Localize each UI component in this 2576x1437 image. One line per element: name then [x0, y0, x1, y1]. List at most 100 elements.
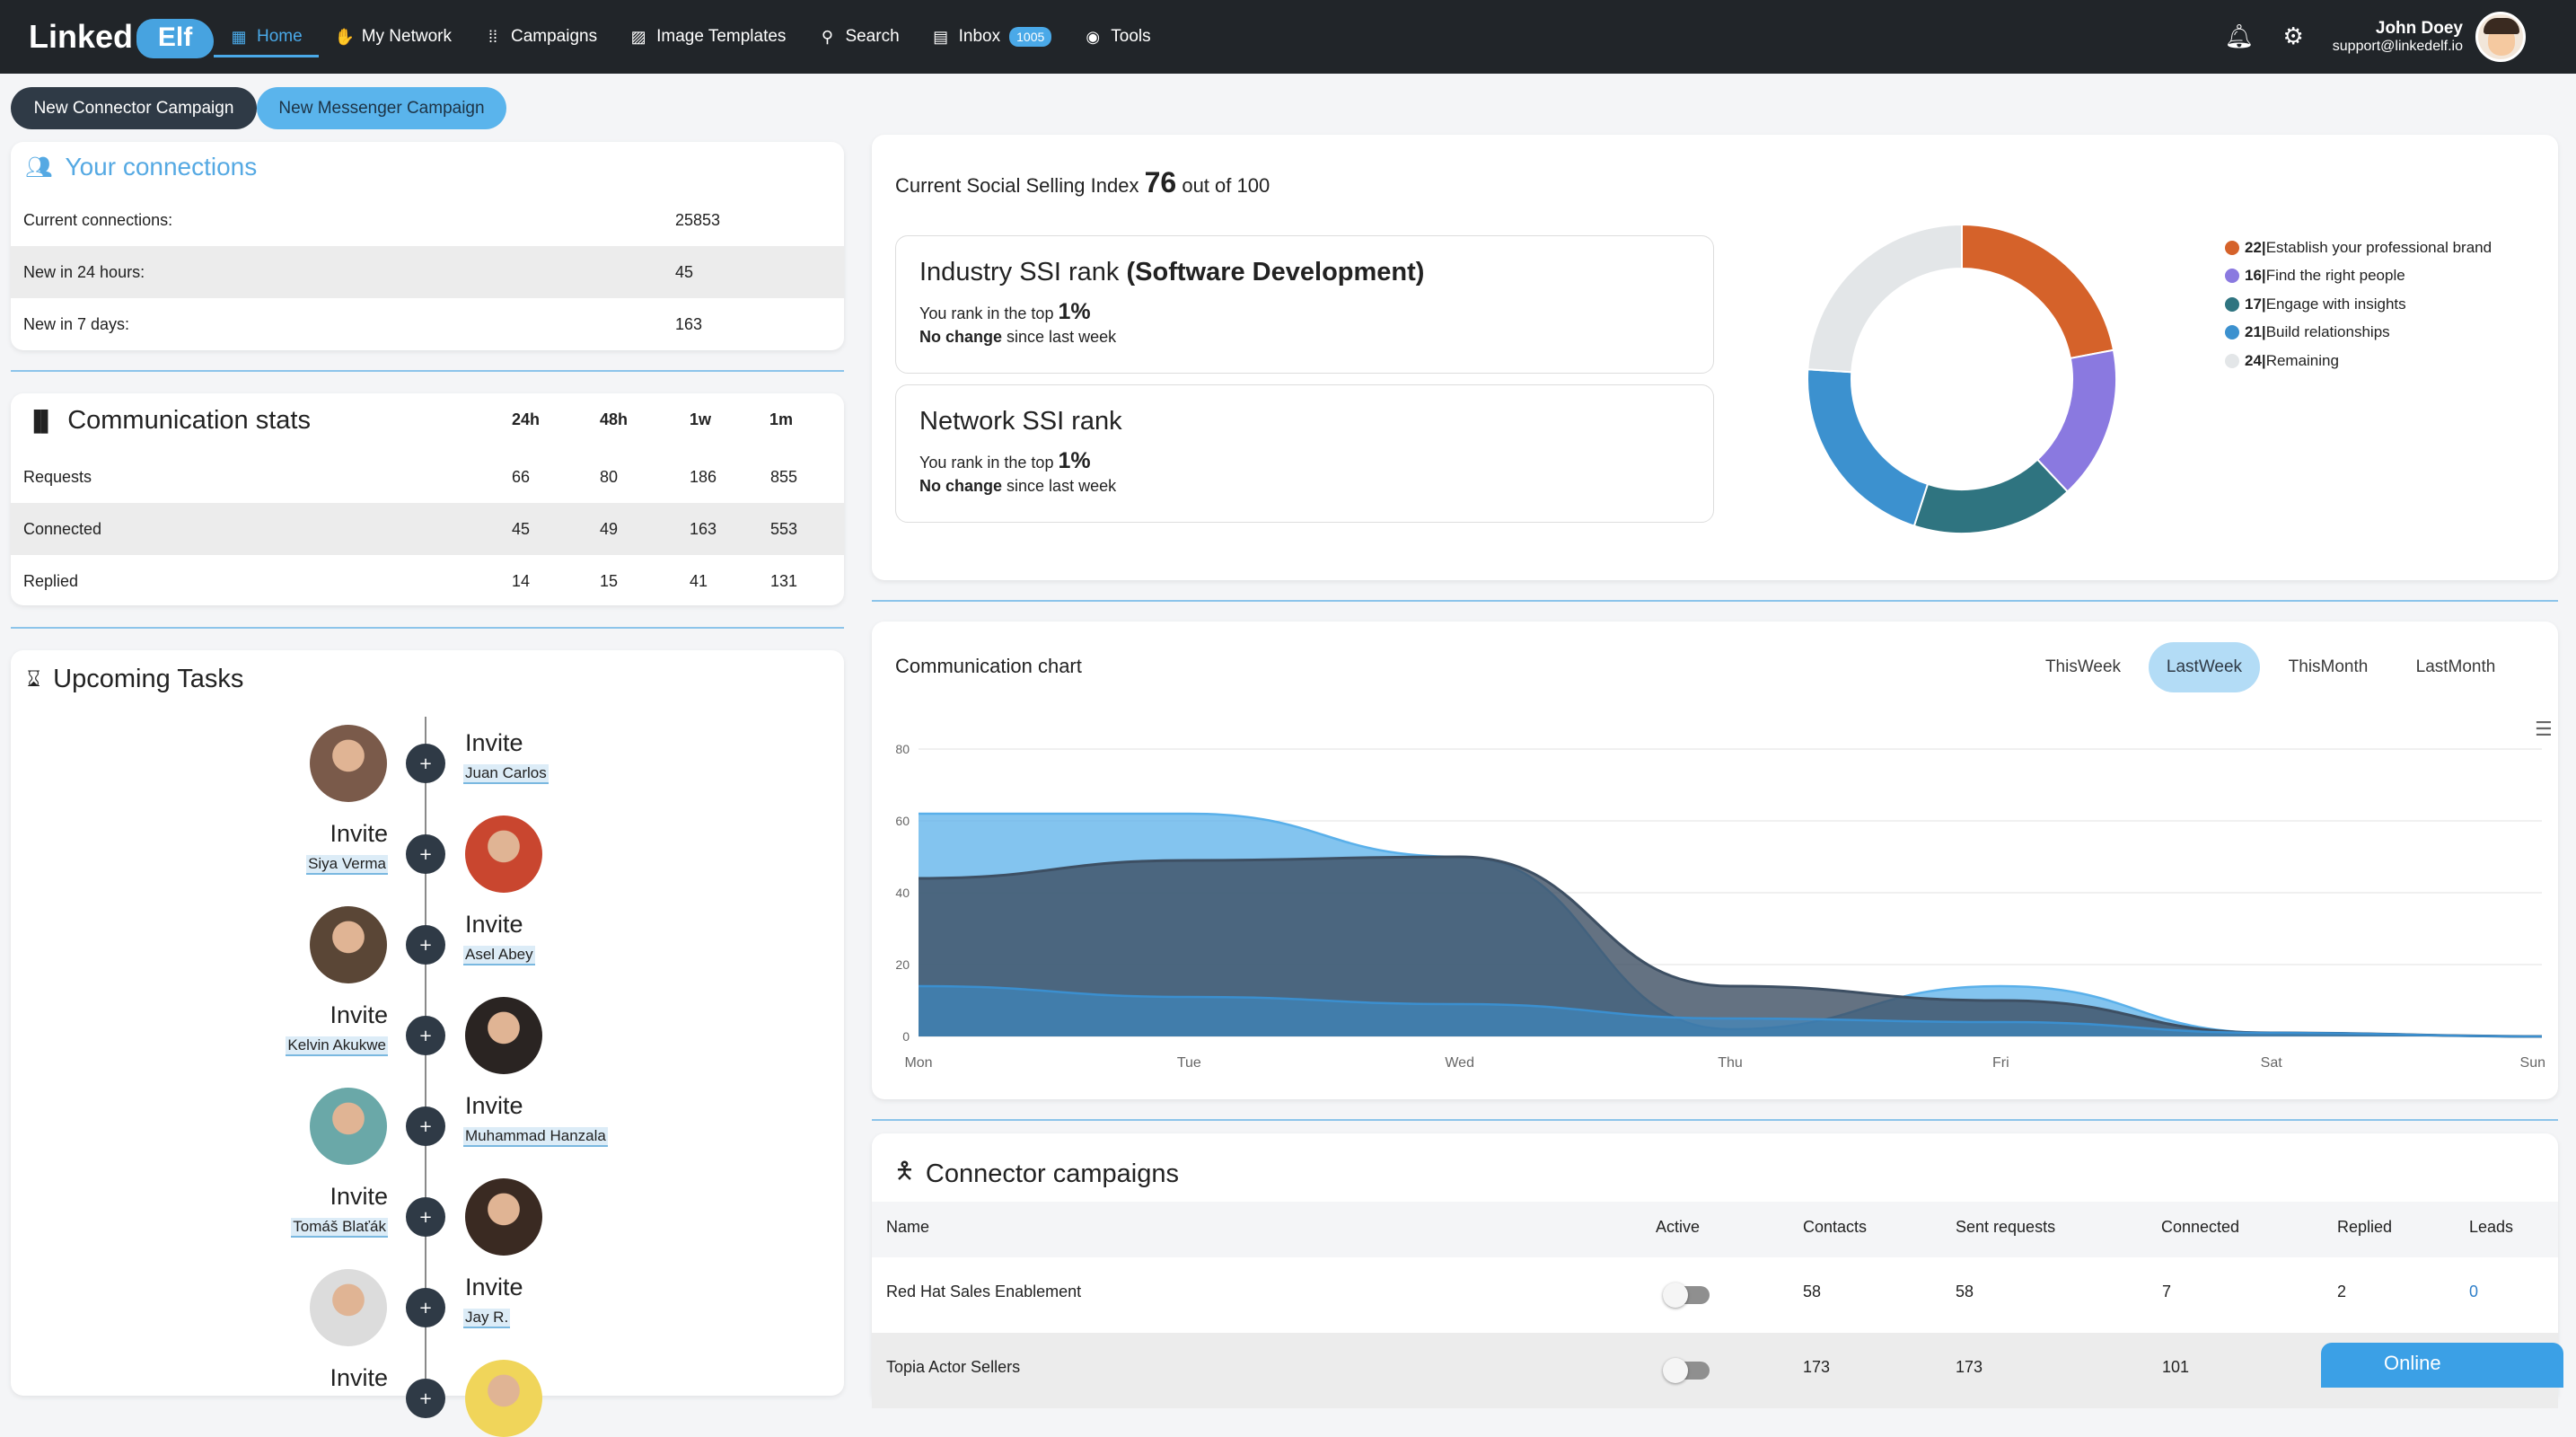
section-title: Communication stats — [67, 406, 311, 435]
donut-slice[interactable] — [1912, 458, 2070, 534]
user-info[interactable]: John Doey support@linkedelf.io — [2333, 19, 2463, 55]
cell-leads[interactable]: 0 — [2469, 1283, 2479, 1300]
contact-photo[interactable] — [465, 997, 542, 1074]
legend-item[interactable]: 24 | Remaining — [2225, 347, 2492, 375]
legend-dot — [2225, 240, 2239, 255]
x-tick-label: Fri — [1992, 1055, 2009, 1071]
add-user-icon[interactable]: + — [406, 744, 445, 783]
hamburger-menu-icon[interactable]: ☰ — [2535, 718, 2553, 741]
series-area[interactable] — [919, 986, 2542, 1036]
contact-photo[interactable] — [310, 725, 387, 802]
divider — [11, 370, 844, 372]
divider — [872, 1119, 2558, 1121]
col-header[interactable]: Connected — [2161, 1218, 2240, 1236]
task-contact-name[interactable]: Jay R. — [463, 1309, 511, 1328]
rank-label: Industry SSI rank — [919, 258, 1120, 287]
new-messenger-campaign-button[interactable]: New Messenger Campaign — [257, 87, 506, 129]
legend-item[interactable]: 17 | Engage with insights — [2225, 290, 2492, 319]
active-toggle[interactable] — [1663, 1283, 1710, 1308]
donut-slice[interactable] — [1807, 225, 1963, 374]
legend-item[interactable]: 16 | Find the right people — [2225, 262, 2492, 291]
add-user-icon[interactable]: + — [406, 1197, 445, 1237]
add-user-icon[interactable]: + — [406, 834, 445, 874]
avatar[interactable] — [2475, 12, 2526, 62]
campaign-name[interactable]: Red Hat Sales Enablement — [886, 1283, 1082, 1300]
task-contact-name[interactable]: Muhammad Hanzala — [463, 1127, 608, 1147]
hourglass-icon: ⌛︎ — [27, 666, 41, 692]
top-right-area: 🔔︎ ⚙ John Doey support@linkedelf.io — [2224, 0, 2576, 74]
app-logo[interactable]: Linked Elf — [29, 13, 215, 61]
section-title: Connector campaigns — [925, 1159, 1179, 1188]
nav-campaigns[interactable]: ⁞⁞ Campaigns — [468, 0, 613, 74]
donut-slice[interactable] — [1807, 368, 1930, 527]
contact-photo[interactable] — [465, 1360, 542, 1437]
add-user-icon[interactable]: + — [406, 1288, 445, 1327]
comm-stats-title: ▐▌ Communication stats — [27, 406, 311, 436]
y-tick-label: 60 — [895, 814, 910, 828]
new-connector-campaign-button[interactable]: New Connector Campaign — [11, 87, 257, 129]
task-action: Invite — [465, 1092, 523, 1119]
divider — [872, 600, 2558, 602]
task-contact-name[interactable]: Kelvin Akukwe — [286, 1036, 388, 1056]
nav-my-network[interactable]: ✋ My Network — [319, 0, 468, 74]
cell-sent: 173 — [1956, 1358, 1983, 1376]
search-icon: ⚲ — [821, 27, 834, 46]
legend-label: Remaining — [2265, 351, 2339, 369]
stats-row: Replied 14 15 41 131 — [11, 555, 844, 607]
col-header[interactable]: Contacts — [1803, 1218, 1868, 1236]
nav-home[interactable]: ▦ Home — [214, 0, 319, 74]
col-header[interactable]: Replied — [2337, 1218, 2393, 1236]
series-area[interactable] — [919, 857, 2542, 1036]
col-header[interactable]: Name — [886, 1218, 930, 1236]
users-icon: 👥︎ — [25, 154, 53, 180]
nav-label: Search — [845, 27, 900, 46]
legend-item[interactable]: 21 | Build relationships — [2225, 319, 2492, 348]
divider — [11, 627, 844, 629]
industry-rank-title: Industry SSI rank (Software Development) — [919, 258, 1424, 287]
active-toggle[interactable] — [1663, 1358, 1710, 1383]
add-user-icon[interactable]: + — [406, 925, 445, 965]
add-user-icon[interactable]: + — [406, 1106, 445, 1146]
online-chat-widget[interactable]: Online — [2321, 1343, 2563, 1388]
contact-photo[interactable] — [465, 815, 542, 893]
contact-photo[interactable] — [310, 906, 387, 983]
table-row[interactable]: Topia Actor Sellers 173 173 101 — [872, 1333, 2558, 1408]
y-tick-label: 40 — [895, 886, 910, 900]
nav-inbox[interactable]: ▤ Inbox 1005 — [916, 0, 1068, 74]
tab-this-month[interactable]: ThisMonth — [2288, 657, 2369, 676]
gear-icon[interactable]: ⚙ — [2282, 23, 2304, 50]
tab-last-month[interactable]: LastMonth — [2415, 657, 2496, 676]
tab-this-week[interactable]: ThisWeek — [2044, 657, 2122, 676]
add-user-icon[interactable]: + — [406, 1016, 445, 1055]
task-contact-name[interactable]: Siya Verma — [306, 855, 388, 875]
task-contact-name[interactable]: Tomáš Blaťák — [291, 1218, 388, 1238]
task-contact-name[interactable]: Juan Carlos — [463, 764, 549, 784]
task-contact-name[interactable]: Asel Abey — [463, 946, 535, 965]
stat-value: 80 — [600, 467, 619, 486]
nav-image-templates[interactable]: ▨ Image Templates — [613, 0, 802, 74]
donut-slice[interactable] — [2035, 348, 2117, 493]
nav-search[interactable]: ⚲ Search — [802, 0, 915, 74]
rank-sector: (Software Development) — [1126, 258, 1425, 287]
stat-value: 15 — [600, 571, 619, 590]
x-tick-label: Thu — [1718, 1055, 1743, 1071]
bell-icon[interactable]: 🔔︎ — [2224, 23, 2255, 50]
nav-label: Campaigns — [510, 27, 598, 46]
stat-value: 855 — [770, 467, 798, 486]
table-row[interactable]: Red Hat Sales Enablement 58 58 7 2 0 — [872, 1257, 2558, 1333]
campaign-name[interactable]: Topia Actor Sellers — [886, 1358, 1021, 1376]
legend-item[interactable]: 22 | Establish your professional brand — [2225, 234, 2492, 262]
col-header[interactable]: Sent requests — [1956, 1218, 2056, 1236]
tab-last-week[interactable]: LastWeek — [2149, 642, 2260, 692]
add-user-icon[interactable]: + — [406, 1379, 445, 1418]
network-rank-change: No change since last week — [919, 477, 1116, 496]
col-header[interactable]: Active — [1656, 1218, 1701, 1236]
contact-photo[interactable] — [310, 1269, 387, 1346]
x-tick-label: Wed — [1445, 1055, 1474, 1071]
col-header[interactable]: Leads — [2469, 1218, 2514, 1236]
contact-photo[interactable] — [310, 1088, 387, 1165]
rank-change: No change — [919, 328, 1003, 346]
nav-tools[interactable]: ◉ Tools — [1068, 0, 1166, 74]
contact-photo[interactable] — [465, 1178, 542, 1256]
donut-slice[interactable] — [1961, 225, 2115, 360]
